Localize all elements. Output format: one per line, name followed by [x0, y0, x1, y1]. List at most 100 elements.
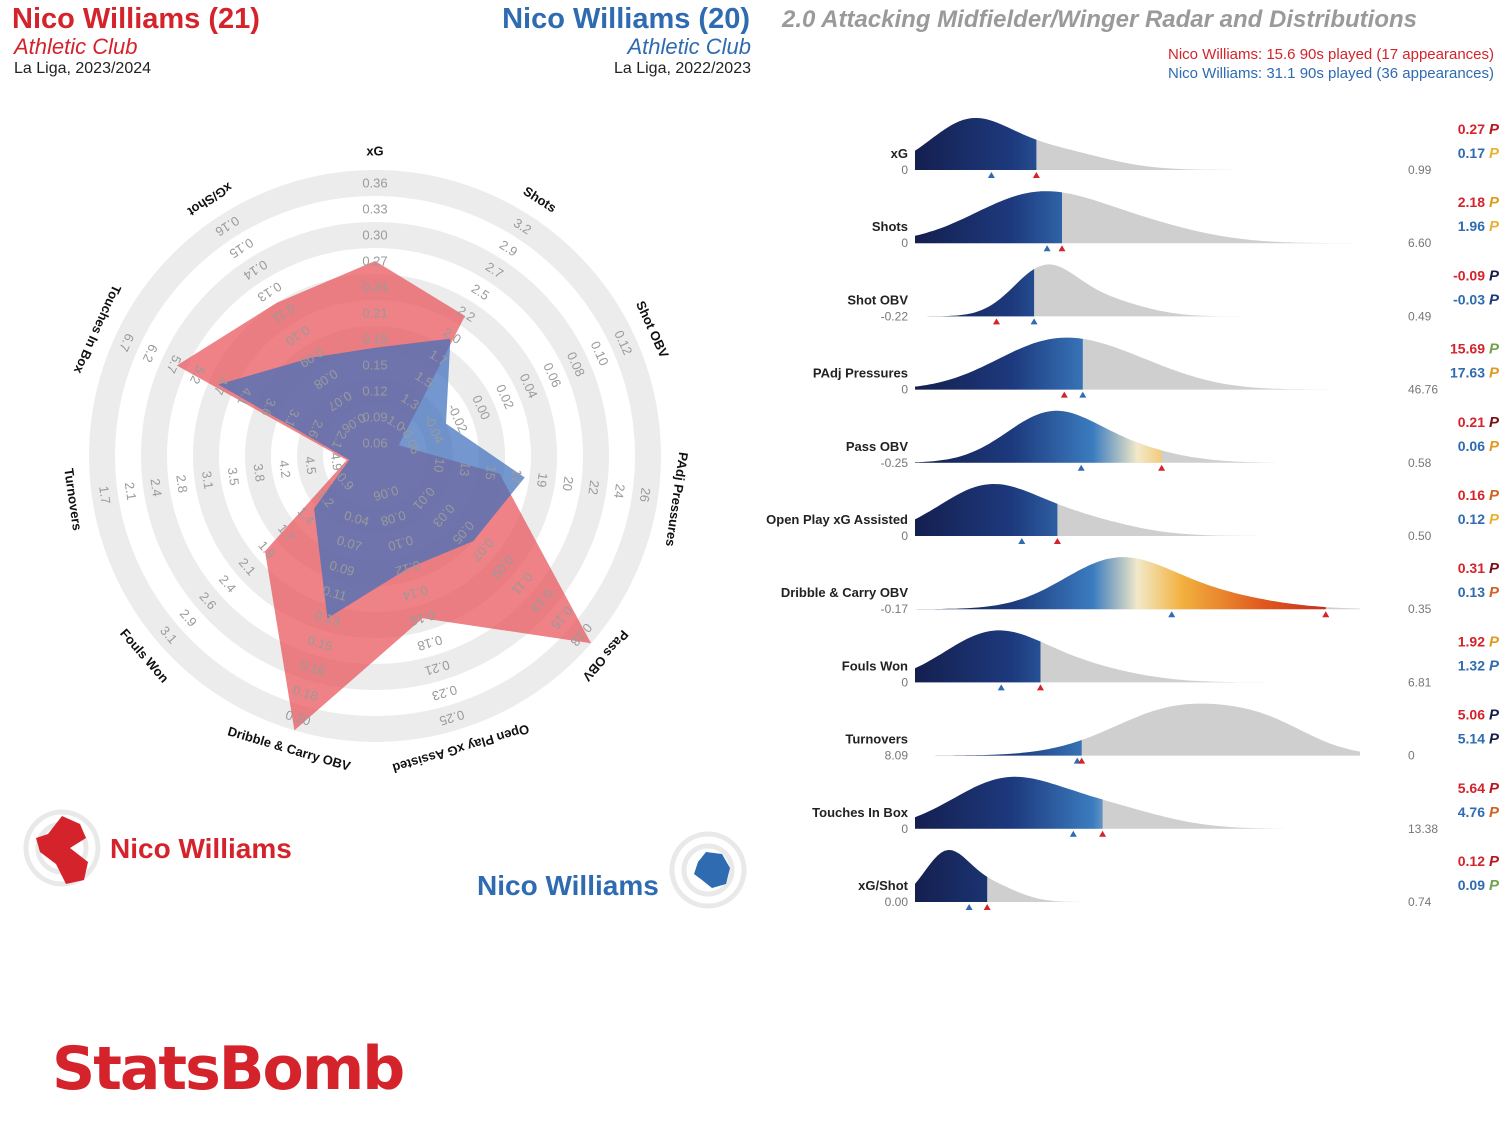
distribution-min: 0 — [901, 383, 908, 397]
radar-tick-label: 3.1 — [282, 407, 303, 430]
distribution-marker — [1078, 757, 1086, 764]
radar-tick-label: 0.15 — [362, 358, 387, 373]
radar-tick-label: 0.27 — [362, 254, 387, 269]
player2-value: 0.13 — [1458, 584, 1485, 600]
radar-tick-labels: 0.06 0.09 0.12 0.15 0.18 0.21 0.24 0.27 0.30 0.33… — [96, 176, 654, 729]
distribution-min: 8.09 — [885, 749, 909, 763]
radar-tick-label: 0.06 — [372, 483, 401, 505]
distribution-max: 0.99 — [1408, 163, 1432, 177]
player2-percentile-prefix: P — [1489, 438, 1500, 455]
legend-player2: Nico Williams — [477, 870, 659, 901]
radar-tick-label: 0.13 — [313, 607, 342, 629]
radar-tick-label: 6.2 — [140, 342, 161, 365]
distribution-marker — [965, 904, 973, 910]
radar-tick-label: 13 — [457, 461, 474, 477]
radar-tick-label: 0.04 — [342, 508, 371, 530]
legend-radar-icon-player2 — [669, 831, 747, 909]
distribution-marker — [1060, 391, 1068, 398]
radar-tick-label: 2.9 — [497, 237, 520, 259]
distribution-max: 0.35 — [1408, 602, 1432, 616]
radar-tick-label: 0.21 — [362, 306, 387, 321]
radar-tick-label: 0.21 — [423, 657, 452, 679]
player2-value: -0.03 — [1453, 291, 1485, 307]
distribution-filled-area — [915, 337, 1083, 390]
distribution-label: Fouls Won — [842, 658, 908, 673]
radar-tick-label: 0.30 — [362, 228, 387, 243]
player2-value: 1.96 — [1458, 218, 1485, 234]
statsbomb-logo: StatsBomb — [52, 1034, 405, 1104]
player1-percentile-prefix: P — [1489, 560, 1500, 577]
radar-tick-label: 5.7 — [163, 353, 184, 376]
player2-percentile-prefix: P — [1489, 365, 1500, 382]
radar-tick-label: 2.5 — [469, 281, 492, 303]
player1-value: 0.27 — [1458, 121, 1485, 137]
player1-percentile-prefix: P — [1489, 853, 1500, 870]
player2-percentile-prefix: P — [1489, 877, 1500, 894]
distribution-label: Touches In Box — [812, 805, 909, 820]
radar-tick-label: 0.18 — [416, 632, 445, 654]
radar-tick-label: 2.4 — [147, 477, 164, 497]
radar-tick-label: 0.20 — [284, 707, 313, 729]
radar-tick-label: 2.4 — [216, 572, 239, 595]
legend-radar-icon-player1 — [23, 809, 101, 887]
radar-tick-label: 0.02 — [493, 382, 517, 411]
player2-value: 5.14 — [1458, 731, 1485, 747]
player2-value: 0.12 — [1458, 511, 1485, 527]
distribution-label: Shots — [872, 219, 908, 234]
distribution-filled-area — [915, 118, 1037, 170]
player2-value: 0.06 — [1458, 438, 1485, 454]
radar-tick-label: 0.06 — [540, 360, 564, 389]
distribution-area — [915, 264, 1360, 317]
radar-tick-label: 4.7 — [211, 374, 232, 397]
radar-tick-label: 0.06 — [362, 436, 387, 451]
distribution-min: -0.22 — [881, 309, 909, 323]
radar-axis-label: Shots — [521, 183, 560, 215]
radar-tick-label: 6.7 — [116, 331, 137, 354]
distribution-label: Turnovers — [845, 732, 908, 747]
player1-name: Nico Williams (21) — [12, 3, 260, 35]
radar-tick-label: 0.12 — [394, 558, 423, 580]
player1-percentile-prefix: P — [1489, 121, 1500, 138]
radar-tick-label: 1.7 — [96, 485, 113, 505]
distribution-marker — [997, 684, 1005, 691]
radar-tick-label: 0.10 — [588, 339, 612, 368]
player2-value: 4.76 — [1458, 804, 1485, 820]
distribution-marker — [1058, 245, 1066, 252]
player2-value: 0.09 — [1458, 877, 1485, 893]
distribution-min: -0.25 — [881, 456, 909, 470]
player2-percentile-prefix: P — [1489, 218, 1500, 235]
radar-tick-label: 0.07 — [335, 533, 364, 555]
player2-value: 0.17 — [1458, 145, 1485, 161]
distribution-marker — [1077, 464, 1085, 471]
radar-polygon-player2 — [218, 338, 525, 619]
radar-tick-label: 0.12 — [362, 384, 387, 399]
player2-percentile-prefix: P — [1489, 731, 1500, 748]
distribution-max: 0.58 — [1408, 456, 1432, 470]
distribution-max: 46.76 — [1408, 383, 1438, 397]
radar-tick-label: 0.36 — [362, 176, 387, 191]
distribution-label: xG — [891, 146, 908, 161]
distribution-min: 0 — [901, 236, 908, 250]
player2-percentile-prefix: P — [1489, 291, 1500, 308]
distribution-marker — [1043, 245, 1051, 252]
player2-percentile-prefix: P — [1489, 145, 1500, 162]
radar-tick-label: 19 — [534, 472, 551, 488]
radar-tick-label: 2.1 — [122, 481, 139, 501]
distribution-filled-area — [915, 484, 1058, 536]
player1-value: 1.92 — [1458, 633, 1485, 649]
radar-tick-label: 0.16 — [408, 607, 437, 629]
radar-tick-label: 0.09 — [328, 558, 357, 580]
radar-tick-label: 4.9 — [328, 452, 345, 472]
player1-percentile-prefix: P — [1489, 487, 1500, 504]
radar-tick-label: 0.25 — [438, 707, 467, 729]
radar-tick-label: 22 — [585, 479, 602, 495]
player2-competition: La Liga, 2022/2023 — [613, 60, 751, 77]
player1-percentile-prefix: P — [1489, 633, 1500, 650]
chart-title: 2.0 Attacking Midfielder/Winger Radar an… — [782, 6, 1417, 33]
distribution-label: Pass OBV — [846, 439, 908, 454]
radar-tick-label: 26 — [637, 487, 654, 503]
